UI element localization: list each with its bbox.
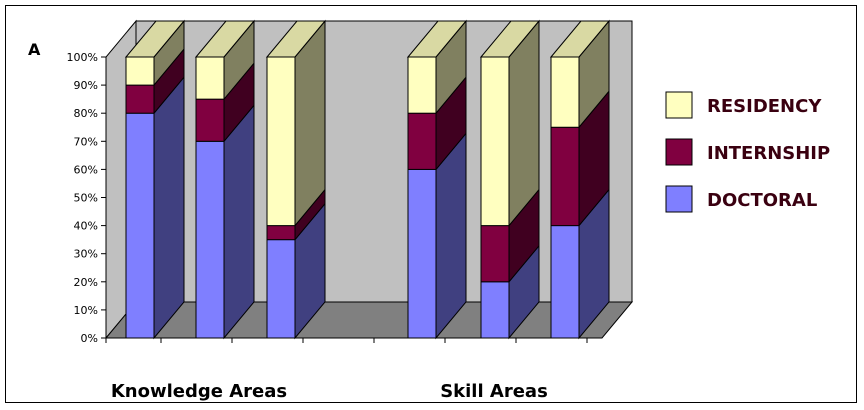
bar-segment-residency bbox=[194, 19, 256, 101]
bar-segment-internship bbox=[125, 47, 185, 115]
legend-swatch-internship bbox=[665, 138, 693, 166]
bar-front bbox=[195, 140, 225, 339]
bar-side bbox=[153, 75, 185, 340]
legend: RESIDENCY INTERNSHIP DOCTORAL bbox=[665, 91, 830, 213]
legend-label-doctoral: DOCTORAL bbox=[707, 190, 817, 211]
bar-segment-internship bbox=[550, 89, 610, 227]
y-axis: 0% 10% 20% 30% 40% 50% 60% 70% 80% 90% 100% bbox=[67, 51, 602, 345]
panel-label: A bbox=[28, 40, 41, 59]
bars bbox=[124, 19, 611, 340]
bar-front bbox=[550, 225, 580, 339]
bar-segment-doctoral bbox=[125, 75, 185, 340]
bar-top bbox=[194, 20, 256, 58]
y-tick-label: 0% bbox=[81, 332, 98, 345]
bar-top bbox=[406, 20, 468, 58]
bar-segment-doctoral bbox=[480, 244, 540, 340]
bar-front bbox=[266, 56, 296, 227]
bar-segment-internship bbox=[407, 75, 467, 171]
bar-front bbox=[407, 56, 437, 114]
y-tick-label: 20% bbox=[74, 276, 98, 289]
y-tick-label: 80% bbox=[74, 107, 98, 120]
bar-front bbox=[266, 239, 296, 339]
bar-front bbox=[125, 112, 155, 339]
bar-front bbox=[550, 56, 580, 128]
bar-segment-residency bbox=[479, 19, 541, 227]
x-axis-labels: Knowledge Areas Skill Areas bbox=[111, 381, 548, 402]
group-label: Skill Areas bbox=[440, 381, 548, 402]
bar-top bbox=[479, 20, 541, 58]
legend-swatch-doctoral bbox=[665, 185, 693, 213]
legend-swatch-residency bbox=[665, 91, 693, 119]
bar-segment-internship bbox=[195, 61, 255, 143]
bar-segment-residency bbox=[549, 19, 611, 129]
bar-top bbox=[124, 20, 186, 58]
group-label: Knowledge Areas bbox=[111, 381, 287, 402]
bar-front bbox=[266, 225, 296, 241]
bar-segment-internship bbox=[480, 188, 540, 284]
bar-segment-residency bbox=[265, 19, 327, 227]
bar-front bbox=[195, 98, 225, 142]
y-tick-label: 10% bbox=[74, 304, 98, 317]
y-tick-label: 70% bbox=[74, 135, 98, 148]
bar-segment-residency bbox=[406, 19, 468, 115]
bar-front bbox=[195, 56, 225, 100]
y-tick-label: 100% bbox=[67, 51, 98, 64]
y-tick-label: 60% bbox=[74, 163, 98, 176]
y-tick-label: 30% bbox=[74, 248, 98, 261]
bar-segment-internship bbox=[266, 188, 326, 242]
bar-front bbox=[407, 168, 437, 339]
bar-front bbox=[480, 56, 510, 227]
legend-label-residency: RESIDENCY bbox=[707, 96, 822, 117]
bar-side bbox=[223, 103, 255, 340]
bar-segment-doctoral bbox=[407, 132, 467, 340]
y-tick-label: 40% bbox=[74, 220, 98, 233]
bar-segment-residency bbox=[124, 19, 186, 87]
bar-front bbox=[125, 84, 155, 114]
y-tick-label: 90% bbox=[74, 79, 98, 92]
bar-segment-doctoral bbox=[550, 188, 610, 340]
bar-front bbox=[480, 281, 510, 339]
legend-label-internship: INTERNSHIP bbox=[707, 143, 830, 164]
bar-front bbox=[480, 225, 510, 283]
bar-front bbox=[407, 112, 437, 170]
bar-front bbox=[550, 126, 580, 227]
y-tick-label: 50% bbox=[74, 192, 98, 205]
bar-top bbox=[549, 20, 611, 58]
bar-front bbox=[125, 56, 155, 86]
bar-top bbox=[265, 20, 327, 58]
